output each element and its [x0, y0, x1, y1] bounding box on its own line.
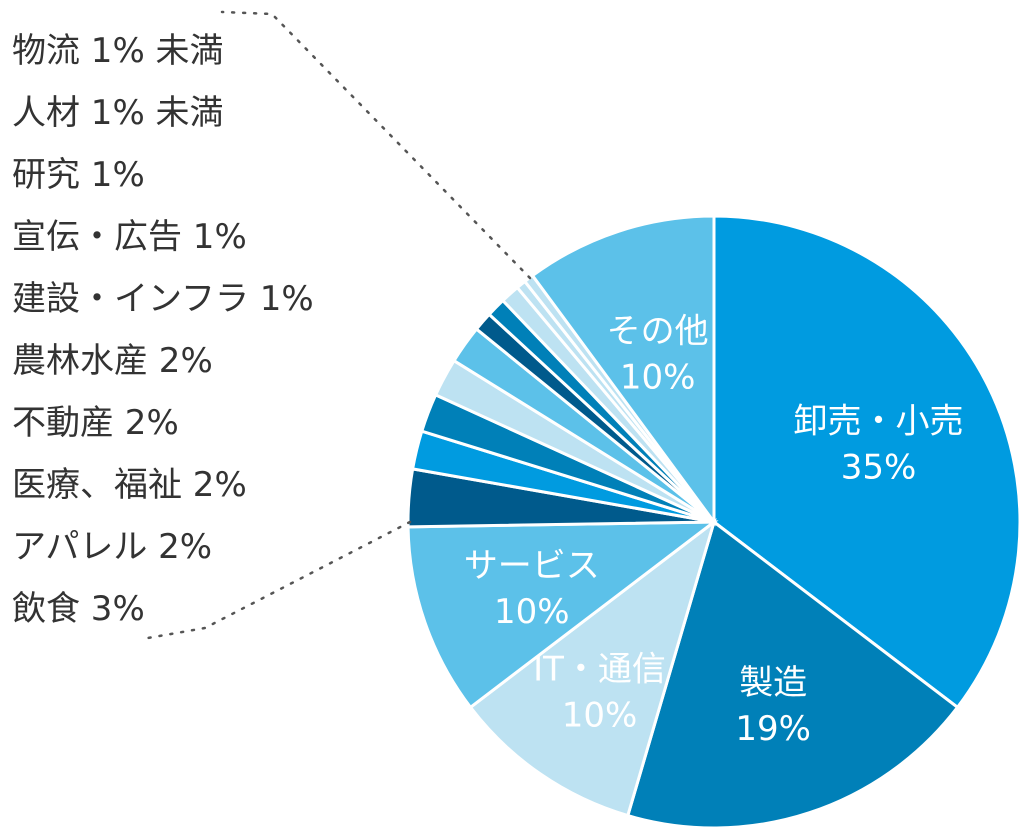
leader-line-top — [220, 10, 532, 280]
legend-entry: 人材 1% 未満 — [12, 93, 224, 133]
slice-label-value: 19% — [735, 709, 811, 749]
legend-entry: 飲食 3% — [12, 589, 145, 629]
legend-entry: 医療、福祉 2% — [12, 465, 247, 505]
pie-slice — [530, 214, 716, 527]
slice-label-value: 10% — [562, 695, 638, 735]
leader-lines — [146, 10, 532, 640]
pie-slice — [625, 519, 960, 830]
pie-slice — [712, 214, 1022, 710]
slice-label-name: 製造 — [739, 663, 807, 703]
slice-label-value: 10% — [494, 592, 570, 632]
slice-label-name: 卸売・小売 — [794, 401, 964, 441]
legend-entry: 農林水産 2% — [12, 341, 213, 381]
legend-entry: 宣伝・広告 1% — [12, 217, 247, 257]
slice-labels: 卸売・小売 35% 製造 19% IT・通信 10% サービス 10% その他 10% — [464, 311, 964, 749]
legend-entry: 物流 1% 未満 — [12, 31, 224, 71]
legend-entry: 不動産 2% — [12, 403, 179, 443]
slice-label-value: 10% — [620, 357, 696, 397]
pie-slice — [406, 520, 719, 710]
pie-slice — [468, 518, 717, 818]
slice-label-name: IT・通信 — [533, 649, 666, 689]
slice-label-value: 35% — [841, 447, 917, 487]
leader-line-bottom — [146, 520, 412, 640]
legend-entry: 研究 1% — [12, 155, 145, 195]
legend-entry: アパレル 2% — [12, 527, 212, 567]
slice-label-name: サービス — [464, 546, 600, 586]
pie-slices — [406, 214, 1022, 830]
legend-entry: 建設・インフラ 1% — [12, 279, 314, 319]
slice-label-name: その他 — [607, 311, 709, 351]
